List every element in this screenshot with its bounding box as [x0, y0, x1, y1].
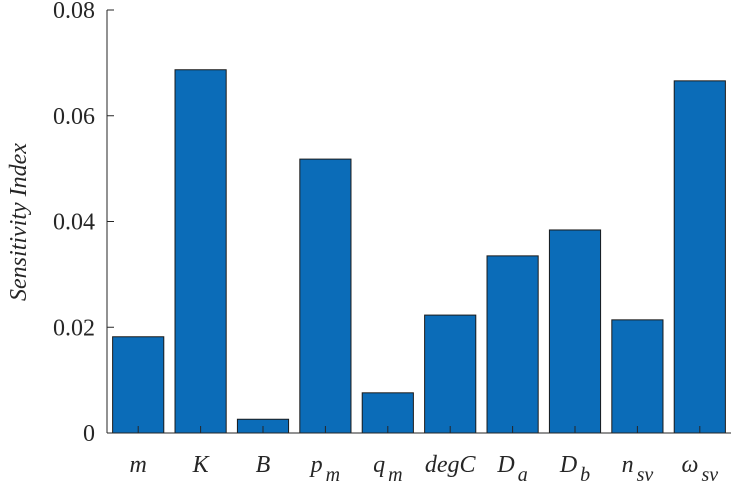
bar [112, 336, 165, 434]
y-tick-label: 0 [83, 421, 95, 447]
bar [174, 69, 227, 434]
y-tick-label: 0.06 [53, 104, 95, 130]
bar [548, 229, 602, 434]
bar [611, 319, 664, 434]
x-tick-label: m [130, 452, 147, 478]
bar [424, 314, 477, 434]
y-tick-label: 0.08 [53, 0, 95, 24]
y-axis-label: Sensitivity Index [6, 143, 32, 301]
x-tick-label: n sv [622, 452, 654, 486]
bar [673, 80, 726, 434]
x-tick-label: B [256, 452, 271, 478]
bar [486, 255, 539, 434]
y-tick-label: 0.04 [53, 210, 95, 236]
x-tick-label: ω sv [681, 452, 718, 486]
y-tick-label: 0.02 [53, 315, 95, 341]
x-tick-label: degC [425, 452, 477, 478]
x-tick-label: K [192, 452, 211, 478]
bar [299, 158, 352, 434]
